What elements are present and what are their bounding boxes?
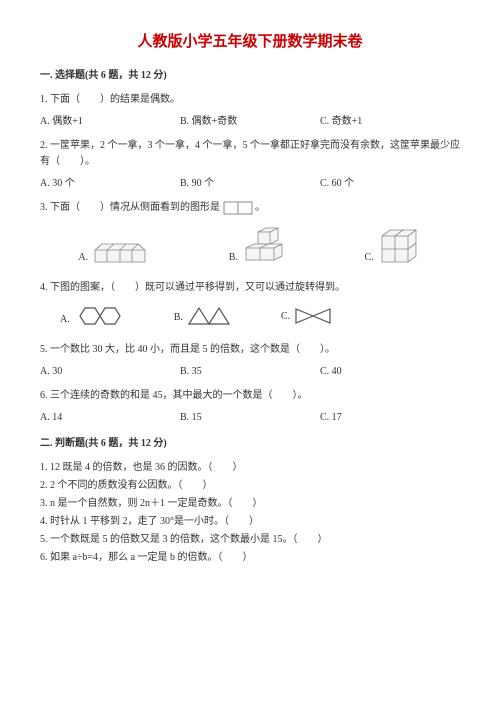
triangles-icon <box>187 306 231 326</box>
q2-optC: C. 60 个 <box>320 176 460 192</box>
q5-optC: C. 40 <box>320 364 460 380</box>
judge-list: 1. 12 既是 4 的倍数，也是 36 的因数。（ ） 2. 2 个不同的质数… <box>40 460 460 566</box>
page-title: 人教版小学五年级下册数学期末卷 <box>40 30 460 54</box>
cubes-2x2-icon <box>378 226 422 266</box>
bowtie-icon <box>294 307 332 325</box>
q3-optB-wrap: B. <box>229 226 288 266</box>
section1-header: 一. 选择题(共 6 题，共 12 分) <box>40 68 460 84</box>
q2-optA: A. 30 个 <box>40 176 180 192</box>
judge-item: 3. n 是一个自然数，则 2n＋1 一定是奇数。（ ） <box>40 496 460 512</box>
cubes-row-icon <box>92 238 152 266</box>
judge-item: 4. 时针从 1 平移到 2，走了 30°是一小时。（ ） <box>40 514 460 530</box>
q1-optB: B. 偶数+奇数 <box>180 114 320 130</box>
q2-text: 2. 一筐苹果，2 个一拿，3 个一拿，4 个一拿，5 个一拿都正好拿完而没有余… <box>40 138 460 170</box>
q6-text: 6. 三个连续的奇数的和是 45，其中最大的一个数是（ ）。 <box>40 388 460 404</box>
q5-optA: A. 30 <box>40 364 180 380</box>
q2-options: A. 30 个 B. 90 个 C. 60 个 <box>40 176 460 192</box>
q6-optA: A. 14 <box>40 410 180 426</box>
cubes-L-icon <box>242 226 288 266</box>
q3-text-before: 3. 下面（ ）情况从侧面看到的图形是 <box>40 202 220 213</box>
q5-text: 5. 一个数比 30 大，比 40 小，而且是 5 的倍数，这个数是（ ）。 <box>40 342 460 358</box>
q4-optA-label: A. <box>60 312 70 328</box>
q4-optB-wrap: B. <box>174 306 231 326</box>
q4-options: A. B. C. <box>60 304 460 328</box>
q4-optC-label: C. <box>281 309 290 325</box>
judge-item: 5. 一个数既是 5 的倍数又是 3 的倍数，这个数最小是 15。（ ） <box>40 532 460 548</box>
q5-optB: B. 35 <box>180 364 320 380</box>
q4-optC-wrap: C. <box>281 307 332 325</box>
q4-text: 4. 下图的图案，（ ）既可以通过平移得到，又可以通过旋转得到。 <box>40 280 460 296</box>
q1-optA: A. 偶数+1 <box>40 114 180 130</box>
q4-optB-label: B. <box>174 310 183 326</box>
q1-options: A. 偶数+1 B. 偶数+奇数 C. 奇数+1 <box>40 114 460 130</box>
q3-optA-label: A. <box>78 250 88 266</box>
q6-optB: B. 15 <box>180 410 320 426</box>
q3-text: 3. 下面（ ）情况从侧面看到的图形是 。 <box>40 200 460 216</box>
q3-options: A. B. <box>40 226 460 266</box>
q3-text-after: 。 <box>255 202 265 213</box>
q3-optA-wrap: A. <box>78 238 152 266</box>
q3-optC-label: C. <box>365 250 374 266</box>
exam-page: 人教版小学五年级下册数学期末卷 一. 选择题(共 6 题，共 12 分) 1. … <box>0 0 500 707</box>
hexagons-icon <box>74 304 124 328</box>
judge-item: 6. 如果 a÷b=4，那么 a 一定是 b 的倍数。（ ） <box>40 550 460 566</box>
two-squares-icon <box>223 201 253 215</box>
q2-optB: B. 90 个 <box>180 176 320 192</box>
q5-options: A. 30 B. 35 C. 40 <box>40 364 460 380</box>
judge-item: 2. 2 个不同的质数没有公因数。（ ） <box>40 478 460 494</box>
q1-optC: C. 奇数+1 <box>320 114 460 130</box>
q6-optC: C. 17 <box>320 410 460 426</box>
section2-header: 二. 判断题(共 6 题，共 12 分) <box>40 436 460 452</box>
q6-options: A. 14 B. 15 C. 17 <box>40 410 460 426</box>
q3-optC-wrap: C. <box>365 226 422 266</box>
q3-optB-label: B. <box>229 250 238 266</box>
q4-optA-wrap: A. <box>60 304 124 328</box>
judge-item: 1. 12 既是 4 的倍数，也是 36 的因数。（ ） <box>40 460 460 476</box>
q1-text: 1. 下面（ ）的结果是偶数。 <box>40 92 460 108</box>
